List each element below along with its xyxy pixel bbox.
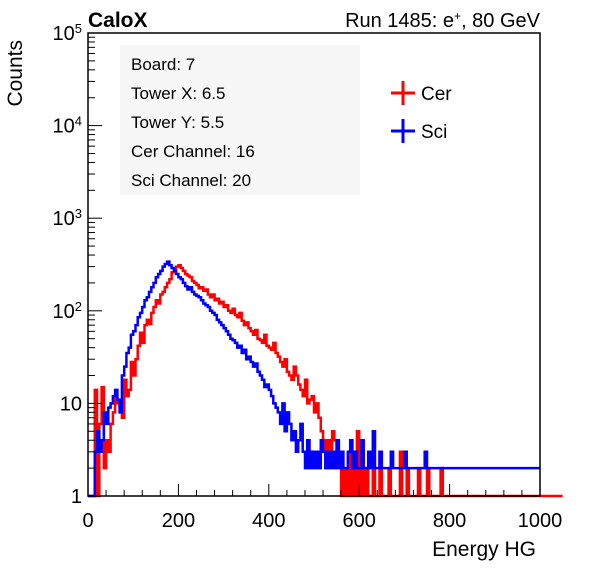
y-tick-label: 102	[53, 298, 82, 323]
plot-frame	[87, 32, 541, 497]
experiment-label: CaloX	[88, 9, 148, 32]
x-tick-label: 800	[433, 510, 466, 532]
legend-label-cer: Cer	[421, 84, 452, 105]
x-tick-label: 200	[162, 510, 195, 532]
info-board: Board: 7	[131, 55, 195, 74]
x-tick-label: 600	[343, 510, 376, 532]
x-tick-label: 1000	[518, 510, 563, 532]
y-tick-label: 104	[53, 113, 82, 138]
x-axis-title: Energy HG	[432, 538, 536, 561]
info-cer-channel: Cer Channel: 16	[131, 142, 255, 161]
y-axis: 1 10 102 103 104 105	[53, 21, 102, 508]
y-tick-label: 1	[71, 486, 82, 508]
info-tower-x: Tower X: 6.5	[131, 84, 226, 103]
info-box: Board: 7 Tower X: 6.5 Tower Y: 5.5 Cer C…	[120, 45, 360, 195]
x-axis: 0 200 400 600 800 1000	[82, 484, 562, 532]
legend: Cer Sci	[391, 81, 452, 143]
y-tick-label: 105	[53, 21, 82, 46]
info-box-background	[120, 45, 360, 195]
x-tick-label: 400	[252, 510, 285, 532]
series-layer	[88, 260, 563, 498]
y-axis-title: Counts	[4, 40, 27, 107]
x-tick-label: 0	[82, 510, 93, 532]
info-sci-channel: Sci Channel: 20	[131, 171, 251, 190]
y-tick-label: 10	[60, 393, 82, 415]
run-label: Run 1485: e+, 80 GeV	[345, 9, 541, 32]
y-tick-label: 103	[53, 206, 82, 231]
info-tower-y: Tower Y: 5.5	[131, 113, 224, 132]
legend-label-sci: Sci	[421, 122, 447, 143]
series-sci-line	[88, 260, 540, 498]
